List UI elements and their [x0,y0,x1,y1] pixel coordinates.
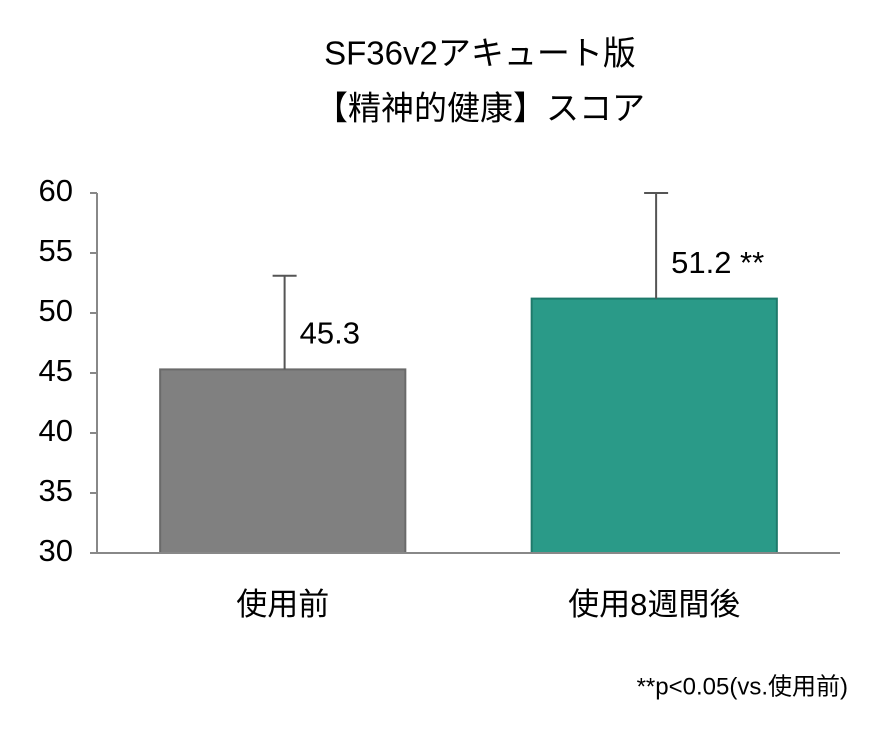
y-tick-label: 50 [39,293,73,328]
y-tick-label: 55 [39,233,73,268]
bar [530,297,778,554]
x-tick-label: 使用前 [236,587,329,622]
y-tick-label: 60 [39,173,73,208]
chart-subtitle: 【精神的健康】スコア [315,90,645,127]
error-bar [272,274,297,370]
annotation: **p<0.05(vs.使用前) [637,673,848,700]
y-tick-label: 30 [39,533,73,568]
value-label: 45.3 [300,316,360,351]
x-tick-label: 使用8週間後 [568,587,740,622]
error-bar [644,192,669,299]
bar [159,368,407,554]
y-tick-label: 45 [39,353,73,388]
y-tick-label: 35 [39,473,73,508]
y-tick-label: 40 [39,413,73,448]
chart-title: SF36v2アキュート版 [324,35,636,72]
value-label: 51.2 ** [671,245,764,280]
